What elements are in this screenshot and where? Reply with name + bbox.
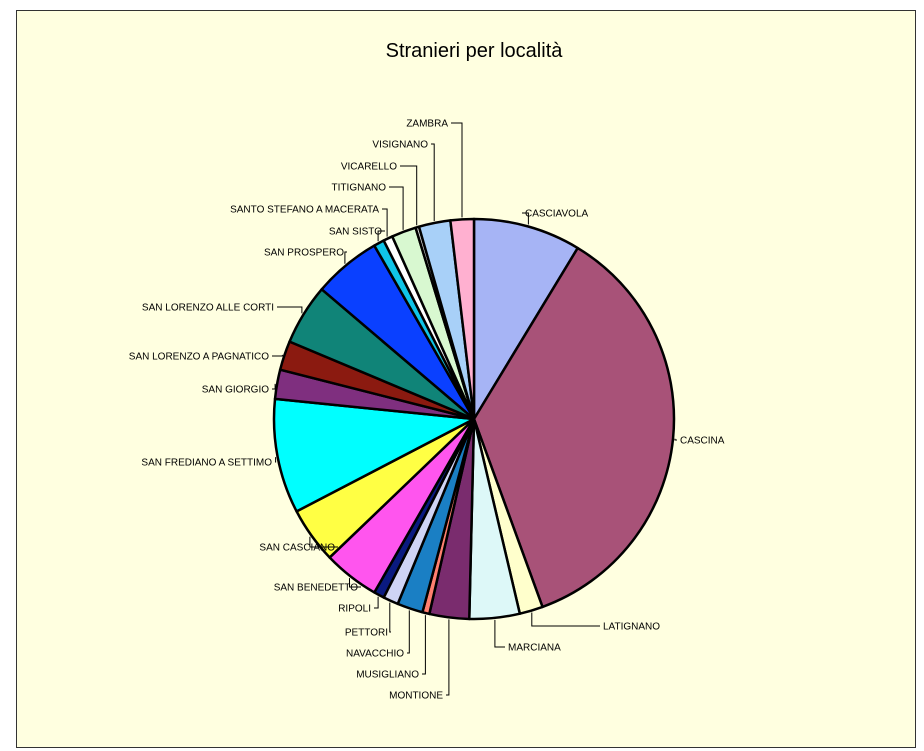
slice-label-marciana: MARCIANA [508,643,561,654]
leader-line-san-casciano [309,536,338,548]
slice-label-san-giorgio: SAN GIORGIO [202,385,269,396]
leader-line-santo-stefano-a-macerata [382,208,388,237]
pie-slices [272,217,676,621]
leader-line-san-prospero [344,251,347,264]
leader-line-san-sisto [377,230,385,242]
slice-label-san-casciano: SAN CASCIANO [259,543,335,554]
slice-label-san-prospero: SAN PROSPERO [264,248,344,259]
slice-label-san-frediano-a-settimo: SAN FREDIANO A SETTIMO [141,458,272,469]
leader-line-san-benedetto [349,578,361,588]
leader-line-ripoli [374,596,379,609]
chart-title: Stranieri per località [386,40,564,62]
slice-label-pettori: PETTORI [345,628,388,639]
slice-label-san-lorenzo-a-pagnatico: SAN LORENZO A PAGNATICO [129,352,269,363]
leader-line-montione [446,619,450,696]
pie-chart: Stranieri per località CASCIAVOLA CASCINA… [129,40,725,702]
leader-line-musigliano [422,615,426,675]
slice-label-latignano: LATIGNANO [603,622,660,633]
slice-label-san-sisto: SAN SISTO [329,227,382,238]
pie-slice-cascina [472,246,676,609]
leader-line-vicarello [400,165,418,226]
leader-line-navacchio [407,610,410,654]
slice-label-montione: MONTIONE [389,691,443,702]
leader-line-san-frediano-a-settimo [275,457,277,463]
leader-line-zambra [451,122,463,218]
slice-label-san-benedetto: SAN BENEDETTO [274,583,358,594]
slice-labels: CASCIAVOLA CASCINA LATIGNANO MARCIANA MONTIO… [129,119,725,702]
pie-slice-casciavola [472,217,579,421]
leader-line-cascina [674,438,677,441]
leader-lines [272,122,677,696]
slice-label-titignano: TITIGNANO [332,183,387,194]
pie-slice-zambra [449,217,476,421]
slice-label-visignano: VISIGNANO [372,140,428,151]
slice-label-santo-stefano-a-macerata: SANTO STEFANO A MACERATA [230,205,379,216]
slice-label-cascina: CASCINA [680,436,725,447]
leader-line-titignano [389,186,404,230]
leader-line-san-lorenzo-alle-corti [277,306,303,314]
slice-label-casciavola: CASCIAVOLA [525,209,588,220]
chart-area: Stranieri per località CASCIAVOLA CASCINA… [16,10,916,748]
slice-label-navacchio: NAVACCHIO [346,649,404,660]
leader-line-marciana [494,619,505,648]
leader-line-latignano [531,612,600,627]
slice-label-musigliano: MUSIGLIANO [356,670,419,681]
leader-line-visignano [431,143,435,221]
slice-label-vicarello: VICARELLO [341,162,397,173]
leader-line-casciavola [522,212,529,225]
slice-label-zambra: ZAMBRA [406,119,448,130]
slice-label-san-lorenzo-alle-corti: SAN LORENZO ALLE CORTI [142,303,274,314]
slice-label-ripoli: RIPOLI [338,604,371,615]
leader-line-san-giorgio [272,383,276,390]
leader-line-san-lorenzo-a-pagnatico [272,354,283,357]
leader-line-pettori [389,602,391,633]
pie-slice-san-frediano-a-settimo [272,397,476,513]
